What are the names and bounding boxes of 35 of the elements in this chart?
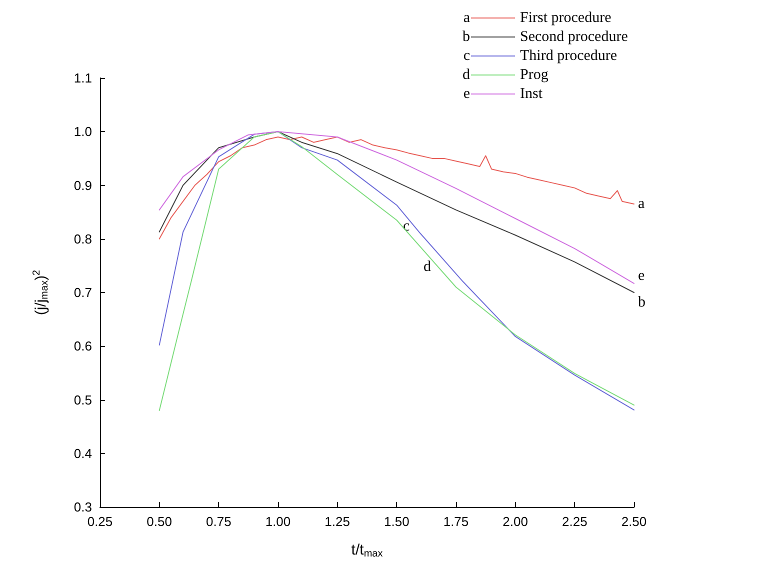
text: c [463, 48, 470, 64]
legend-label: Second procedure [520, 29, 628, 45]
annotation: e [638, 268, 645, 284]
y-tick-label: 0.6 [74, 338, 92, 354]
annotation: a [638, 196, 645, 212]
legend-label: Prog [520, 67, 549, 83]
x-tick-label: 1.00 [265, 514, 291, 529]
x-tick-label: 1.75 [443, 514, 469, 529]
x-tick-label: 2.50 [621, 514, 647, 529]
text: b [462, 29, 470, 45]
y-tick-label: 0.9 [74, 178, 92, 193]
text: a [463, 10, 470, 26]
annotation: d [424, 258, 432, 275]
x-tick-label: 2.25 [562, 514, 588, 529]
annotation: d [462, 67, 470, 83]
x-tick-label: 1.25 [324, 514, 350, 529]
x-tick-label: 0.25 [87, 514, 113, 529]
x-tick-label: 0.75 [206, 514, 232, 529]
line-series [158, 136, 634, 240]
y-tick-label: 0.5 [74, 392, 92, 408]
y-tick-label: 0.7 [74, 285, 92, 300]
legend-label: Inst [520, 86, 544, 102]
legend-label: First procedure [520, 10, 612, 26]
x-tick-label: 1.50 [384, 514, 410, 529]
x-tick-label: 2.00 [502, 514, 528, 529]
y-tick-label: 0.3 [74, 500, 92, 514]
x-tick-label: 0.50 [146, 514, 172, 529]
y-tick-label: 0.4 [74, 446, 92, 461]
annotation: e [463, 86, 470, 102]
y-tick-label: 0.8 [74, 231, 92, 246]
y-tick-label: 1.1 [74, 70, 92, 86]
y-axis-title: (j/jmax)2 [32, 269, 50, 316]
annotation: b [638, 294, 646, 311]
legend-label: Third procedure [520, 48, 618, 64]
y-tick-label: 1.0 [74, 124, 92, 140]
